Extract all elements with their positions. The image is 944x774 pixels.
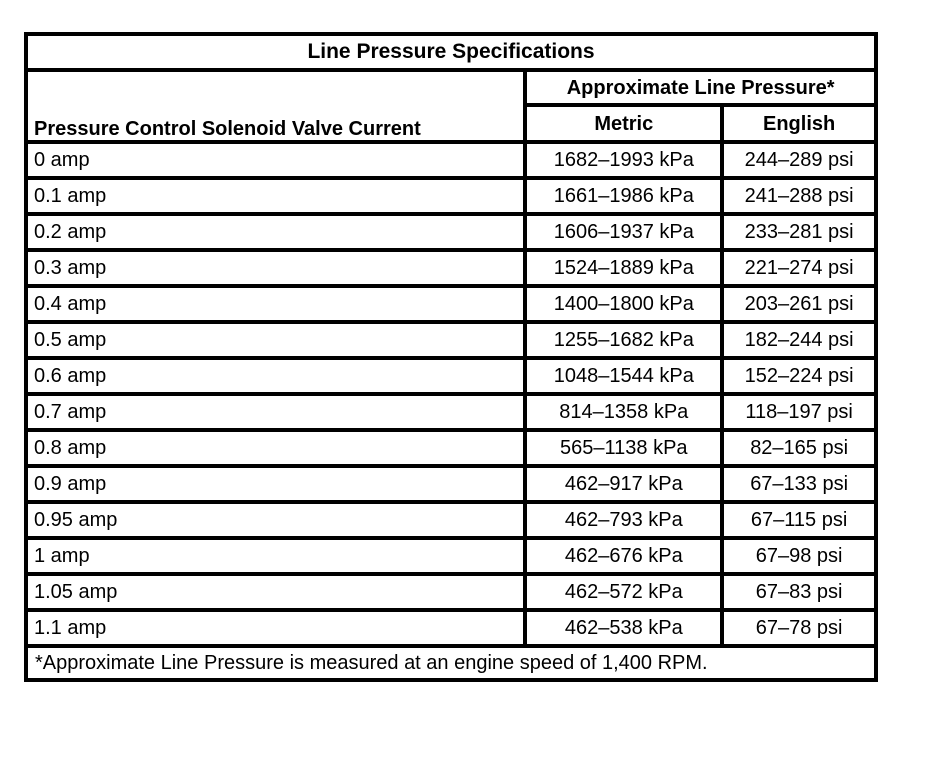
english-cell: 67–115 psi <box>720 500 878 540</box>
table-row: 0.5 amp 1255–1682 kPa 182–244 psi <box>23 320 878 360</box>
metric-cell: 1682–1993 kPa <box>523 140 725 180</box>
table-row: 0.9 amp 462–917 kPa 67–133 psi <box>23 464 878 504</box>
current-cell: 0.2 amp <box>23 212 528 252</box>
metric-cell: 1048–1544 kPa <box>523 356 725 396</box>
table-row: 0.7 amp 814–1358 kPa 118–197 psi <box>23 392 878 432</box>
table-row: 0 amp 1682–1993 kPa 244–289 psi <box>23 140 878 180</box>
metric-cell: 462–538 kPa <box>523 608 725 648</box>
footnote-row: *Approximate Line Pressure is measured a… <box>24 644 878 682</box>
metric-cell: 1661–1986 kPa <box>523 176 725 216</box>
table-title-row: Line Pressure Specifications <box>24 32 878 72</box>
header-row-group: Pressure Control Solenoid Valve Current … <box>23 68 878 144</box>
metric-cell: 462–676 kPa <box>523 536 725 576</box>
current-cell: 0.7 amp <box>23 392 528 432</box>
metric-cell: 462–793 kPa <box>523 500 725 540</box>
metric-cell: 462–572 kPa <box>523 572 725 612</box>
metric-cell: 462–917 kPa <box>523 464 725 504</box>
english-cell: 67–83 psi <box>720 572 878 612</box>
table-row: 0.4 amp 1400–1800 kPa 203–261 psi <box>23 284 878 324</box>
current-cell: 0.4 amp <box>23 284 528 324</box>
footnote-text: *Approximate Line Pressure is measured a… <box>24 644 878 682</box>
metric-cell: 814–1358 kPa <box>523 392 725 432</box>
current-cell: 0.8 amp <box>23 428 528 468</box>
current-cell: 1.1 amp <box>23 608 528 648</box>
current-cell: 1.05 amp <box>23 572 528 612</box>
english-cell: 241–288 psi <box>720 176 878 216</box>
metric-column-header: Metric <box>523 103 725 144</box>
english-cell: 221–274 psi <box>720 248 878 288</box>
metric-cell: 1400–1800 kPa <box>523 284 725 324</box>
header-row-units: Metric English <box>26 103 878 144</box>
english-cell: 203–261 psi <box>720 284 878 324</box>
table-row: 0.2 amp 1606–1937 kPa 233–281 psi <box>23 212 878 252</box>
pressure-group-header: Approximate Line Pressure* <box>523 68 878 107</box>
metric-cell: 1524–1889 kPa <box>523 248 725 288</box>
current-cell: 0.1 amp <box>23 176 528 216</box>
english-cell: 233–281 psi <box>720 212 878 252</box>
table-row: 0.1 amp 1661–1986 kPa 241–288 psi <box>23 176 878 216</box>
english-cell: 182–244 psi <box>720 320 878 360</box>
metric-cell: 565–1138 kPa <box>523 428 725 468</box>
current-cell: 0.95 amp <box>23 500 528 540</box>
table-row: 0.8 amp 565–1138 kPa 82–165 psi <box>23 428 878 468</box>
current-column-header: Pressure Control Solenoid Valve Current <box>23 68 528 144</box>
table-row: 0.95 amp 462–793 kPa 67–115 psi <box>23 500 878 540</box>
current-cell: 0 amp <box>23 140 528 180</box>
table-title: Line Pressure Specifications <box>24 32 878 72</box>
current-cell: 1 amp <box>23 536 528 576</box>
english-cell: 152–224 psi <box>720 356 878 396</box>
english-cell: 82–165 psi <box>720 428 878 468</box>
english-cell: 67–98 psi <box>720 536 878 576</box>
current-cell: 0.6 amp <box>23 356 528 396</box>
english-cell: 244–289 psi <box>720 140 878 180</box>
table-row: 1.1 amp 462–538 kPa 67–78 psi <box>23 608 878 648</box>
english-cell: 67–133 psi <box>720 464 878 504</box>
table-row: 1 amp 462–676 kPa 67–98 psi <box>23 536 878 576</box>
english-cell: 67–78 psi <box>720 608 878 648</box>
current-cell: 0.3 amp <box>23 248 528 288</box>
english-column-header: English <box>720 103 878 144</box>
current-cell: 0.9 amp <box>23 464 528 504</box>
table-row: 1.05 amp 462–572 kPa 67–83 psi <box>23 572 878 612</box>
metric-cell: 1255–1682 kPa <box>523 320 725 360</box>
line-pressure-spec-table: Line Pressure Specifications Pressure Co… <box>23 32 878 682</box>
table-row: 0.3 amp 1524–1889 kPa 221–274 psi <box>23 248 878 288</box>
english-cell: 118–197 psi <box>720 392 878 432</box>
current-cell: 0.5 amp <box>23 320 528 360</box>
metric-cell: 1606–1937 kPa <box>523 212 725 252</box>
table-row: 0.6 amp 1048–1544 kPa 152–224 psi <box>23 356 878 396</box>
